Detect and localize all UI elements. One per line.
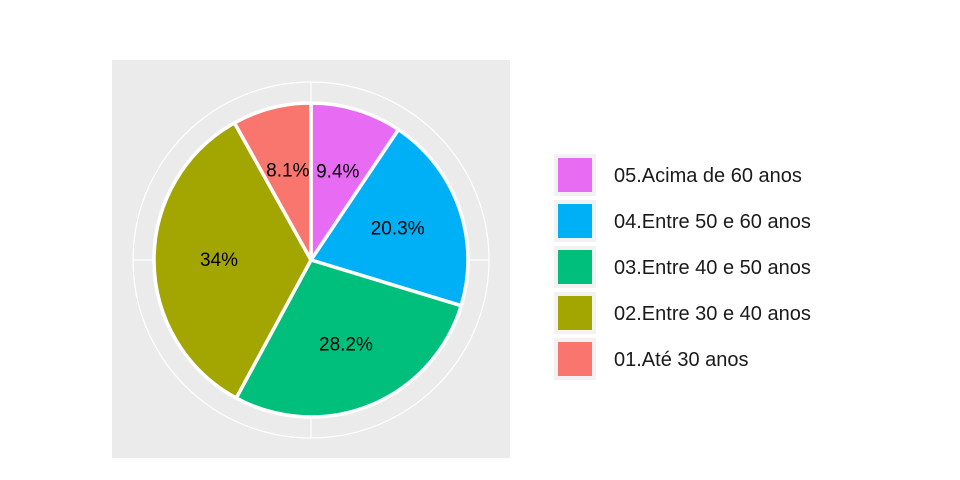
slice-label: 34%	[200, 250, 238, 271]
slice-labels: 9.4% 20.3% 28.2% 34% 8.1%	[200, 160, 425, 355]
slice-label: 9.4%	[316, 161, 359, 182]
slice-label: 20.3%	[371, 219, 425, 240]
pie-slices	[152, 101, 470, 419]
legend-label: 04.Entre 50 e 60 anos	[614, 211, 811, 233]
slice-label: 8.1%	[266, 160, 309, 181]
legend-swatch	[558, 250, 592, 284]
slice-label: 28.2%	[319, 335, 373, 356]
pie-slice	[234, 258, 463, 419]
legend: 05.Acima de 60 anos 04.Entre 50 e 60 anos…	[554, 154, 811, 380]
legend-swatch	[558, 342, 592, 376]
legend-label: 05.Acima de 60 anos	[614, 165, 802, 187]
pie-slice	[309, 127, 470, 308]
legend-swatch	[558, 204, 592, 238]
legend-swatch	[558, 296, 592, 330]
legend-label: 02.Entre 30 e 40 anos	[614, 303, 811, 325]
pie-slice	[232, 101, 313, 262]
legend-swatch	[558, 158, 592, 192]
pie-slice	[309, 101, 401, 262]
legend-label: 01.Até 30 anos	[614, 349, 749, 371]
legend-label: 03.Entre 40 e 50 anos	[614, 257, 811, 279]
